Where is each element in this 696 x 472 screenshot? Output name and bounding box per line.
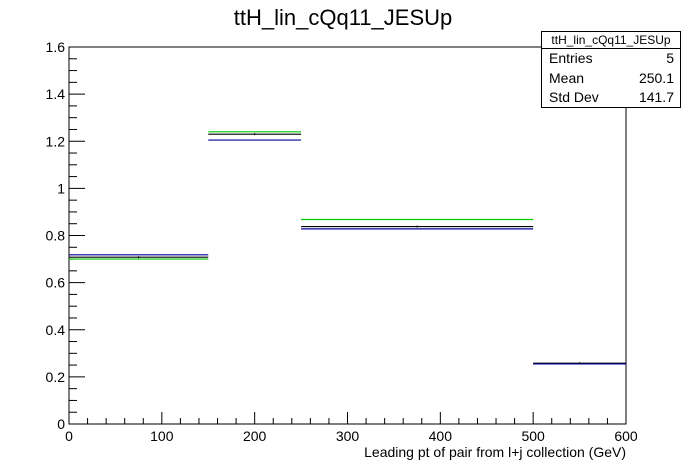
x-tick-label: 500: [521, 428, 545, 444]
stats-row-std-dev: Std Dev 141.7: [542, 88, 680, 108]
y-tick-label: 1.4: [46, 86, 66, 102]
axes: 0 100 200 300 400 500 600 0 0.2 0.4 0.6 0.8 1 1.2 1.4 1…: [46, 39, 638, 444]
histogram-series: [69, 131, 626, 365]
stats-box-title: ttH_lin_cQq11_JESUp: [542, 32, 680, 49]
stats-value: 250.1: [638, 69, 674, 86]
y-tick-label: 1.6: [46, 39, 66, 55]
x-axis-label: Leading pt of pair from l+j collection (…: [364, 444, 626, 460]
stats-label: Mean: [549, 69, 585, 86]
y-tick-label: 1.2: [46, 133, 66, 149]
stats-value: 141.7: [638, 89, 674, 105]
stats-row-entries: Entries 5: [542, 49, 680, 69]
x-tick-label: 200: [243, 428, 267, 444]
y-tick-label: 0.2: [46, 369, 66, 385]
y-tick-label: 0: [57, 416, 65, 432]
stats-label: Std Dev: [549, 89, 599, 105]
x-tick-label: 600: [614, 428, 638, 444]
x-tick-label: 0: [65, 428, 73, 444]
y-tick-label: 1: [57, 180, 65, 196]
y-tick-label: 0.6: [46, 275, 66, 291]
stats-label: Entries: [549, 50, 593, 66]
stats-row-mean: Mean 250.1: [542, 69, 680, 89]
x-tick-label: 100: [150, 428, 174, 444]
chart-title: ttH_lin_cQq11_JESUp: [234, 5, 453, 30]
stats-box: ttH_lin_cQq11_JESUp Entries 5 Mean 250.1…: [541, 31, 681, 108]
y-tick-label: 0.8: [46, 228, 66, 244]
x-tick-label: 300: [336, 428, 360, 444]
y-tick-label: 0.4: [46, 322, 66, 338]
x-tick-label: 400: [429, 428, 453, 444]
stats-value: 5: [666, 50, 674, 66]
